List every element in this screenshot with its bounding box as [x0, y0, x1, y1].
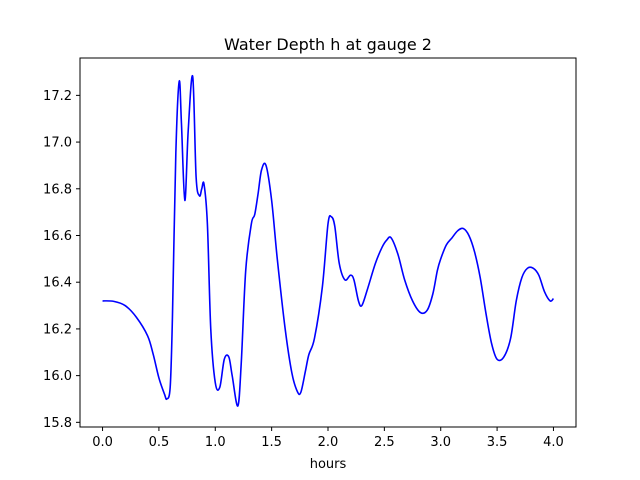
x-tick-label: 2.5	[374, 435, 395, 450]
x-tick-label: 1.5	[261, 435, 282, 450]
x-axis-label: hours	[310, 457, 347, 472]
x-tick-label: 0.5	[149, 435, 170, 450]
x-axis: 0.0 0.5 1.0 1.5 2.0 2.5 3.0 3.5 4.0	[92, 427, 564, 450]
chart-title: Water Depth h at gauge 2	[224, 35, 432, 54]
y-tick-label: 17.0	[43, 136, 72, 151]
y-tick-label: 17.2	[43, 89, 72, 104]
plot-area-frame	[79, 57, 577, 428]
x-tick-label: 2.0	[318, 435, 339, 450]
x-tick-label: 3.0	[430, 435, 451, 450]
x-tick-label: 0.0	[92, 435, 113, 450]
y-tick-label: 16.8	[43, 182, 72, 197]
x-tick-label: 4.0	[543, 435, 564, 450]
y-axis: 15.8 16.0 16.2 16.4 16.6 16.8 17.0 17.2	[43, 89, 80, 431]
y-tick-label: 16.0	[43, 369, 72, 384]
y-tick-label: 15.8	[43, 416, 72, 431]
x-tick-label: 3.5	[487, 435, 508, 450]
series-line	[102, 74, 555, 407]
y-tick-label: 16.6	[43, 229, 72, 244]
x-tick-label: 1.0	[205, 435, 226, 450]
y-tick-label: 16.2	[43, 322, 72, 337]
y-tick-label: 16.4	[43, 276, 72, 291]
